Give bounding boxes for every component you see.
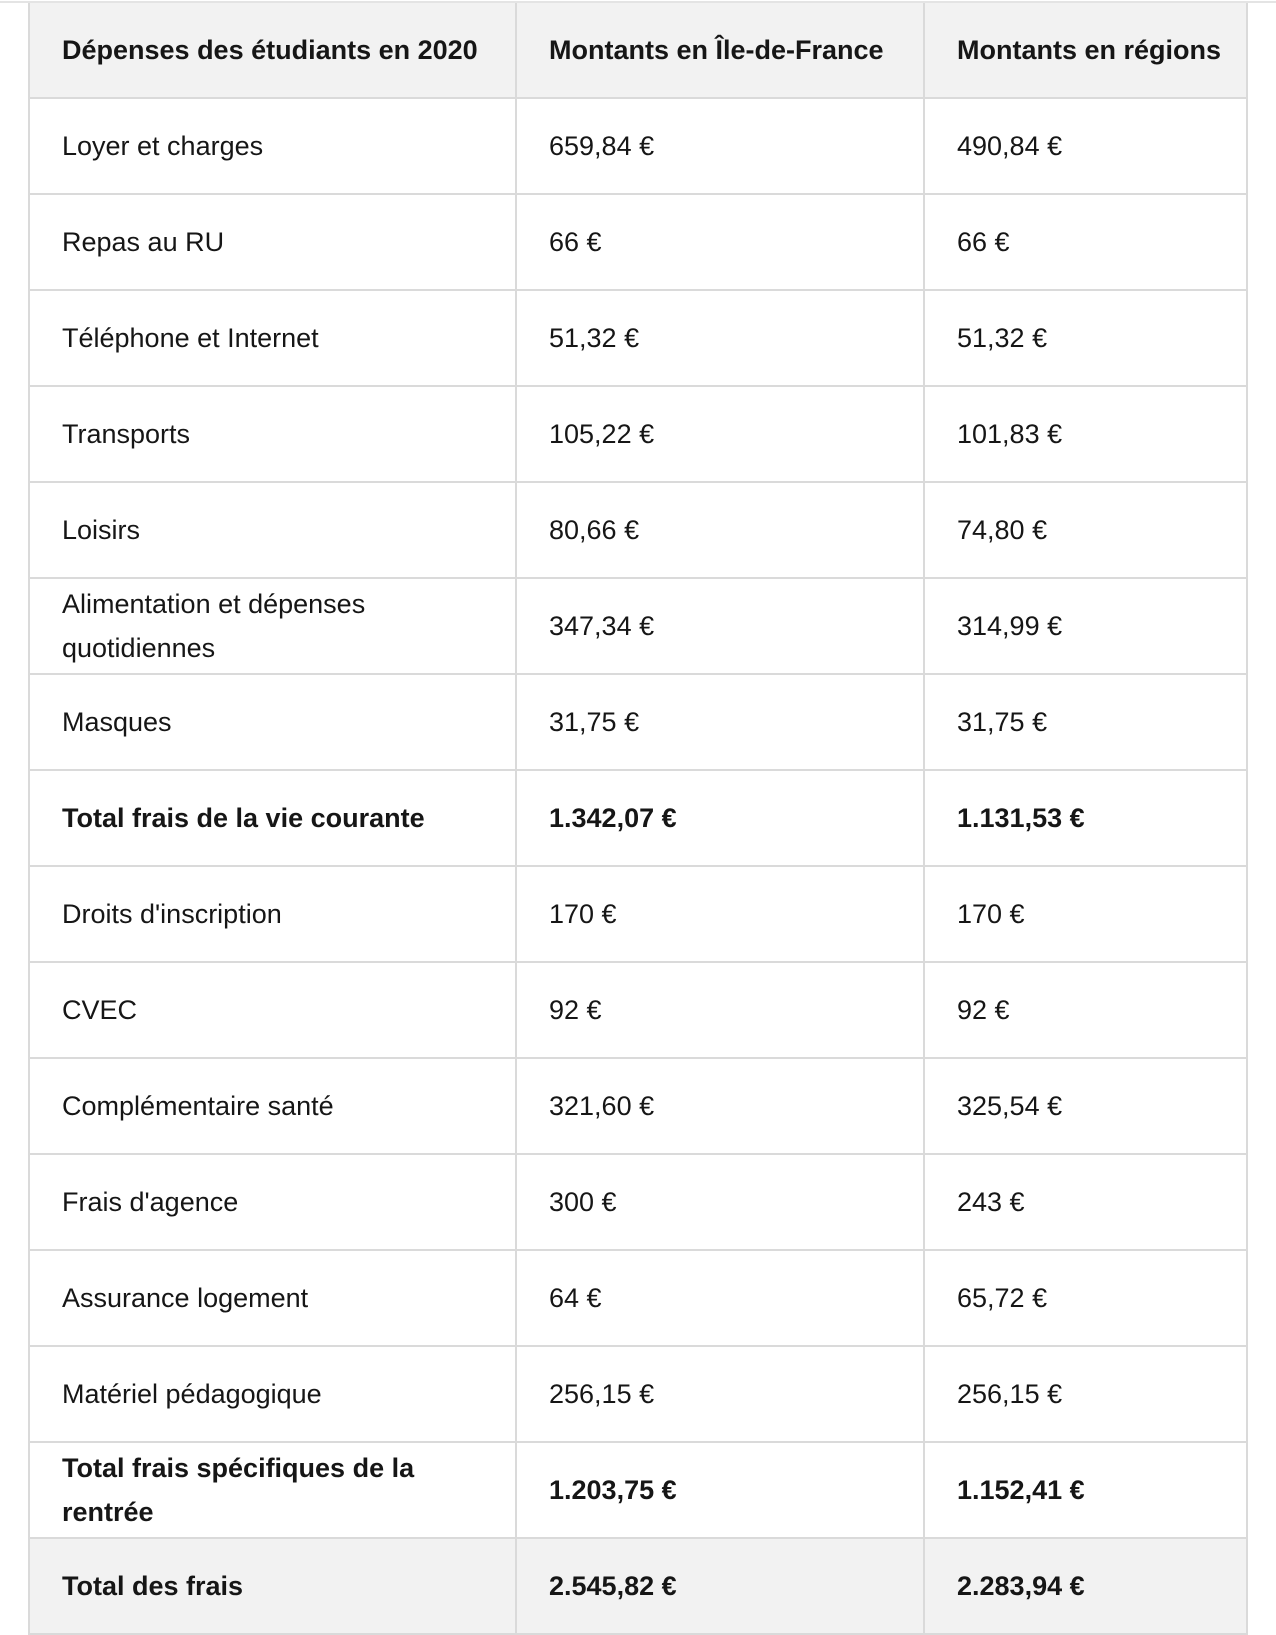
- idf-amount: 105,22 €: [515, 385, 925, 483]
- table-row: CVEC 92 €92 €: [28, 961, 1248, 1059]
- expense-label: Repas au RU: [28, 193, 517, 291]
- top-divider: [0, 1, 1276, 3]
- regions-amount: 1.152,41 €: [923, 1441, 1248, 1539]
- expense-label: Loyer et charges: [28, 97, 517, 195]
- regions-amount: 31,75 €: [923, 673, 1248, 771]
- header-regions-amount: Montants en régions: [923, 3, 1248, 99]
- expense-label: Assurance logement: [28, 1249, 517, 1347]
- idf-amount: 347,34 €: [515, 577, 925, 675]
- regions-amount: 74,80 €: [923, 481, 1248, 579]
- regions-amount: 243 €: [923, 1153, 1248, 1251]
- idf-amount: 1.203,75 €: [515, 1441, 925, 1539]
- idf-amount: 1.342,07 €: [515, 769, 925, 867]
- regions-amount: 1.131,53 €: [923, 769, 1248, 867]
- table-row: Assurance logement 64 €65,72 €: [28, 1249, 1248, 1347]
- expense-label: Masques: [28, 673, 517, 771]
- table-row: Frais d'agence 300 €243 €: [28, 1153, 1248, 1251]
- expense-label: Alimentation et dépenses quotidiennes: [28, 577, 517, 675]
- idf-amount: 300 €: [515, 1153, 925, 1251]
- table-row: Loisirs 80,66 €74,80 €: [28, 481, 1248, 579]
- table-total-row: Total frais de la vie courante 1.342,07 €…: [28, 769, 1248, 867]
- regions-amount: 325,54 €: [923, 1057, 1248, 1155]
- idf-amount: 170 €: [515, 865, 925, 963]
- table-row: Droits d'inscription 170 €170 €: [28, 865, 1248, 963]
- table-header-row: Dépenses des étudiants en 2020 Montants …: [28, 3, 1248, 99]
- regions-amount: 314,99 €: [923, 577, 1248, 675]
- expense-label: Téléphone et Internet: [28, 289, 517, 387]
- idf-amount: 2.545,82 €: [515, 1537, 925, 1635]
- idf-amount: 31,75 €: [515, 673, 925, 771]
- idf-amount: 80,66 €: [515, 481, 925, 579]
- header-idf-amount: Montants en Île-de-France: [515, 3, 925, 99]
- table-total-row: Total frais spécifiques de la rentrée 1.2…: [28, 1441, 1248, 1539]
- expense-label: Total frais spécifiques de la rentrée: [28, 1441, 517, 1539]
- expense-label: CVEC: [28, 961, 517, 1059]
- regions-amount: 92 €: [923, 961, 1248, 1059]
- expense-label: Total frais de la vie courante: [28, 769, 517, 867]
- table-row: Masques 31,75 €31,75 €: [28, 673, 1248, 771]
- table-row: Alimentation et dépenses quotidiennes 347…: [28, 577, 1248, 675]
- regions-amount: 256,15 €: [923, 1345, 1248, 1443]
- idf-amount: 659,84 €: [515, 97, 925, 195]
- idf-amount: 321,60 €: [515, 1057, 925, 1155]
- expense-label: Matériel pédagogique: [28, 1345, 517, 1443]
- table-row: Transports 105,22 €101,83 €: [28, 385, 1248, 483]
- idf-amount: 92 €: [515, 961, 925, 1059]
- student-expenses-table: Dépenses des étudiants en 2020 Montants …: [28, 3, 1248, 1635]
- expense-label: Frais d'agence: [28, 1153, 517, 1251]
- table-row: Matériel pédagogique 256,15 €256,15 €: [28, 1345, 1248, 1443]
- expense-label: Complémentaire santé: [28, 1057, 517, 1155]
- table-row: Repas au RU 66 €66 €: [28, 193, 1248, 291]
- idf-amount: 66 €: [515, 193, 925, 291]
- table-row: Loyer et charges 659,84 €490,84 €: [28, 97, 1248, 195]
- idf-amount: 64 €: [515, 1249, 925, 1347]
- regions-amount: 101,83 €: [923, 385, 1248, 483]
- expense-label: Droits d'inscription: [28, 865, 517, 963]
- regions-amount: 51,32 €: [923, 289, 1248, 387]
- regions-amount: 490,84 €: [923, 97, 1248, 195]
- idf-amount: 256,15 €: [515, 1345, 925, 1443]
- header-expense: Dépenses des étudiants en 2020: [28, 3, 517, 99]
- table-row: Complémentaire santé 321,60 €325,54 €: [28, 1057, 1248, 1155]
- regions-amount: 66 €: [923, 193, 1248, 291]
- expense-label: Transports: [28, 385, 517, 483]
- idf-amount: 51,32 €: [515, 289, 925, 387]
- expense-label: Loisirs: [28, 481, 517, 579]
- regions-amount: 170 €: [923, 865, 1248, 963]
- regions-amount: 2.283,94 €: [923, 1537, 1248, 1635]
- expense-label: Total des frais: [28, 1537, 517, 1635]
- regions-amount: 65,72 €: [923, 1249, 1248, 1347]
- table-row: Téléphone et Internet 51,32 €51,32 €: [28, 289, 1248, 387]
- table-total-row: Total des frais 2.545,82 €2.283,94 €: [28, 1537, 1248, 1635]
